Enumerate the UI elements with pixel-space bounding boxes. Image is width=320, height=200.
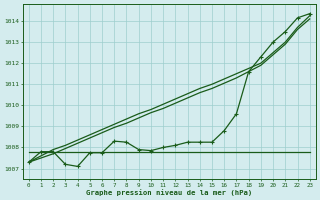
- X-axis label: Graphe pression niveau de la mer (hPa): Graphe pression niveau de la mer (hPa): [86, 189, 252, 196]
